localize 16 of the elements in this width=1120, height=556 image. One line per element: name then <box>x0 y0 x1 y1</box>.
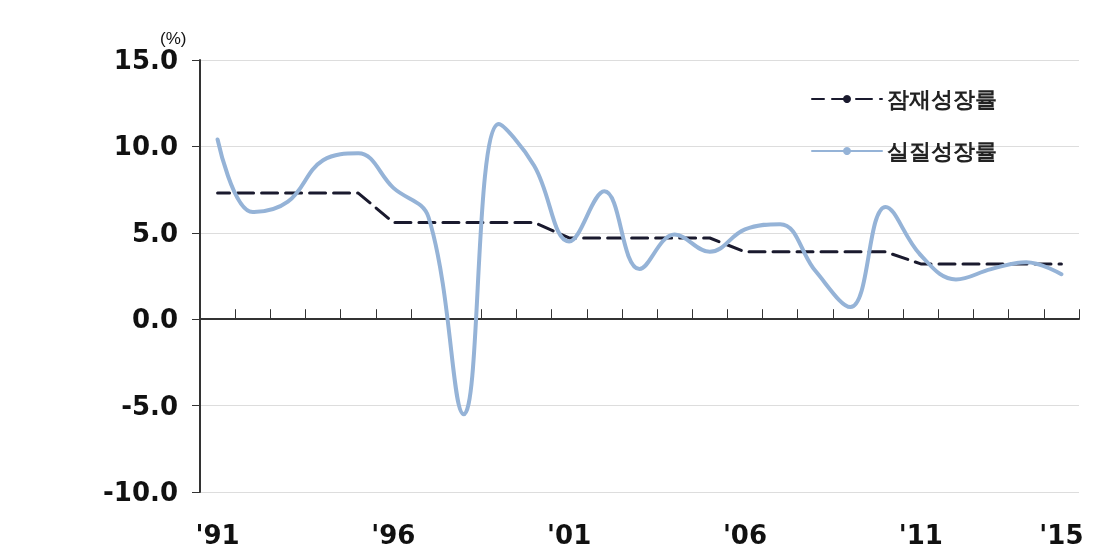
y-tick-label: -10.0 <box>103 477 178 507</box>
x-tick-label: '96 <box>371 520 416 550</box>
y-tick-label: -5.0 <box>121 390 178 421</box>
y-axis-title: (%) <box>160 29 187 49</box>
y-tick-label: 0.0 <box>131 304 178 335</box>
y-tick-label: 10.0 <box>113 131 178 162</box>
x-tick-label: '01 <box>547 520 592 550</box>
x-tick-label: '06 <box>722 520 768 550</box>
x-tick-label: '15 <box>1039 520 1084 550</box>
legend-label: 잠재성장률 <box>887 86 997 112</box>
x-tick-label: '11 <box>898 520 943 550</box>
legend-label: 실질성장률 <box>887 138 997 164</box>
x-tick-label: '91 <box>195 520 240 550</box>
y-tick-label: 5.0 <box>131 217 178 248</box>
line-series <box>215 121 1064 417</box>
line-series <box>216 191 1063 266</box>
